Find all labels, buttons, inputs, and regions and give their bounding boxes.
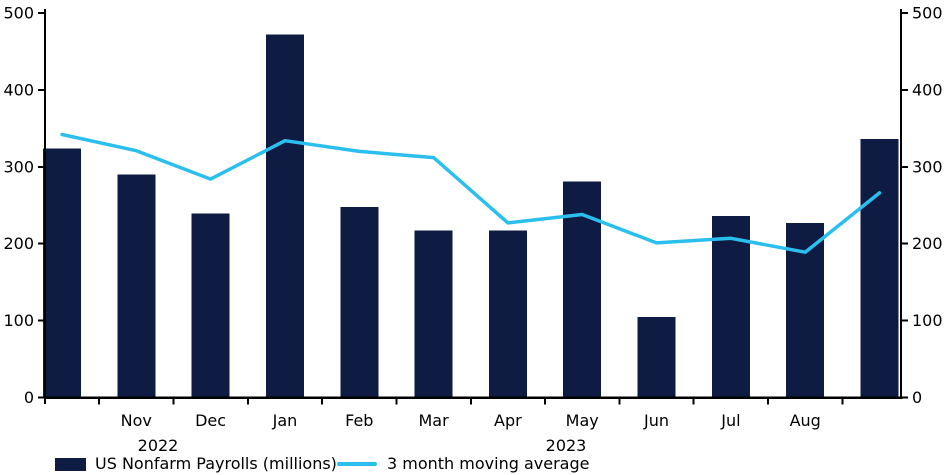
line-swatch-icon [337,462,377,466]
legend-label-moving-average: 3 month moving average [387,454,590,473]
y-axis-label-left: 500 [3,4,34,23]
legend-label-payrolls: US Nonfarm Payrolls (millions) [95,454,337,473]
bar-swatch-icon [55,457,86,471]
x-axis-month-label-feb: Feb [345,411,373,430]
y-axis-label-right: 100 [912,311,943,330]
payrolls-bar-0 [43,148,81,399]
payrolls-bar-11 [860,139,899,399]
payrolls-bar-9 [711,216,750,399]
payrolls-bar-4 [340,206,379,399]
x-axis-month-label-may: May [566,411,599,430]
payrolls-bar-1 [117,174,156,399]
x-axis-month-label-apr: Apr [494,411,522,430]
y-axis-label-right: 400 [912,80,943,99]
x-axis-month-label-jan: Jan [272,411,298,430]
payrolls-bar-3 [266,34,304,399]
y-axis-label-left: 0 [24,388,34,407]
year-label-2022: 2022 [138,436,179,455]
legend-item-payrolls: US Nonfarm Payrolls (millions) [55,454,337,474]
x-axis-month-label-jul: Jul [720,411,740,430]
x-axis-month-label-aug: Aug [790,411,821,430]
x-axis-month-label-nov: Nov [121,411,152,430]
y-axis-label-right: 200 [912,234,943,253]
payrolls-bar-5 [414,230,453,399]
payrolls-bar-2 [191,213,230,399]
y-axis-label-right: 0 [912,388,922,407]
year-label-2023: 2023 [546,436,587,455]
y-axis-label-left: 400 [3,80,34,99]
x-axis-month-label-mar: Mar [419,411,450,430]
payrolls-bar-8 [637,316,676,399]
y-axis-label-left: 200 [3,234,34,253]
x-axis-month-label-dec: Dec [195,411,226,430]
x-axis-month-label-jun: Jun [643,411,669,430]
y-axis-label-right: 500 [912,4,943,23]
y-axis-label-left: 300 [3,157,34,176]
moving-average-line [60,132,882,254]
legend-item-moving-average: 3 month moving average [337,454,589,474]
payrolls-bar-6 [488,230,527,399]
y-axis-label-left: 100 [3,311,34,330]
y-axis-label-right: 300 [912,157,943,176]
